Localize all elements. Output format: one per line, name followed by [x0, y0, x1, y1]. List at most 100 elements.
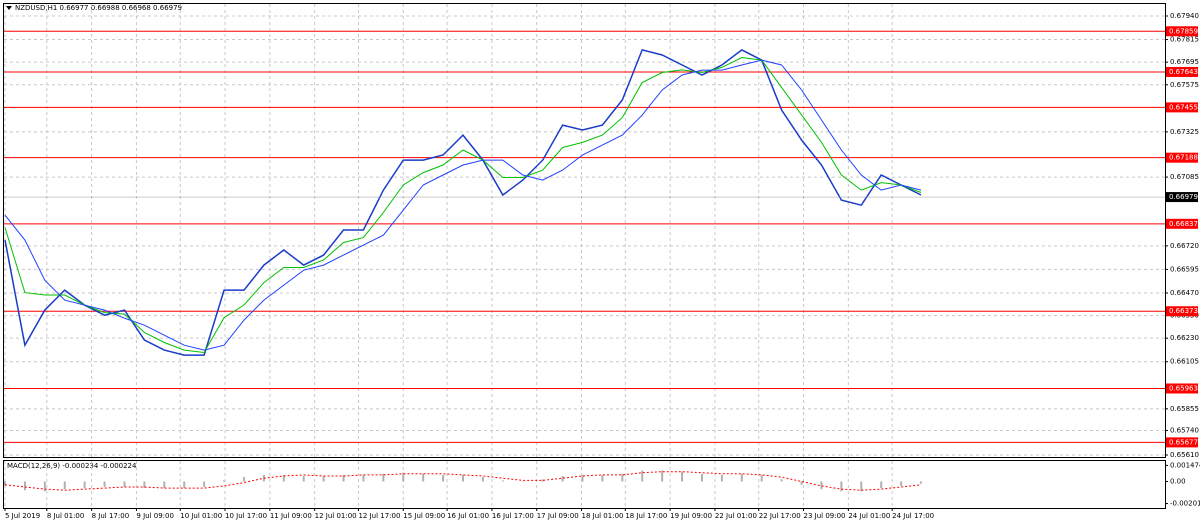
- macd-bar: [621, 473, 624, 482]
- y-tick-label: 0.65740: [1170, 427, 1199, 435]
- macd-bar: [880, 481, 883, 489]
- macd-bar: [601, 474, 604, 482]
- x-tick-label: 15 Jul 09:00: [403, 512, 445, 520]
- macd-bar: [700, 473, 703, 482]
- y-tick-label: 0.66230: [1170, 334, 1199, 342]
- y-tick-label: 0.65610: [1170, 451, 1199, 459]
- macd-bar: [481, 477, 484, 482]
- level-label: 0.67859: [1169, 27, 1198, 35]
- macd-bar: [242, 477, 245, 482]
- macd-bar: [83, 481, 86, 489]
- macd-bar: [23, 481, 26, 491]
- x-tick-label: 9 Jul 09:00: [136, 512, 174, 520]
- macd-bar: [740, 473, 743, 482]
- x-tick-label: 18 Jul 17:00: [625, 512, 667, 520]
- chart-title: NZDUSD,H1 0.66977 0.66988 0.66968 0.6697…: [15, 4, 182, 12]
- macd-bar: [123, 481, 126, 487]
- level-label-box: [1166, 66, 1198, 77]
- macd-bar: [780, 479, 783, 482]
- macd-bar: [581, 474, 584, 482]
- current-price-box: [1166, 192, 1198, 203]
- y-tick-label: 0.66470: [1170, 289, 1199, 297]
- y-tick-label: 0.66105: [1170, 358, 1199, 366]
- x-tick-label: 19 Jul 09:00: [670, 512, 712, 520]
- macd-bar: [183, 481, 186, 489]
- current-price-label: 0.66979: [1169, 193, 1198, 201]
- level-label-box: [1166, 306, 1198, 317]
- macd-bar: [820, 481, 823, 490]
- macd-bar: [143, 481, 146, 489]
- price-frame: [3, 3, 1166, 458]
- x-tick-label: 10 Jul 01:00: [180, 512, 222, 520]
- x-tick-label: 8 Jul 17:00: [92, 512, 130, 520]
- macd-bar: [521, 481, 524, 482]
- macd-bar: [800, 481, 803, 485]
- level-label: 0.65677: [1169, 438, 1198, 446]
- macd-bar: [103, 481, 106, 487]
- x-tick-label: 16 Jul 17:00: [492, 512, 534, 520]
- x-tick-label: 17 Jul 09:00: [537, 512, 579, 520]
- macd-bar: [342, 474, 345, 482]
- macd-bar: [681, 471, 684, 482]
- macd-bar: [203, 481, 206, 487]
- macd-bar: [223, 480, 226, 482]
- macd-bar: [163, 481, 166, 489]
- level-label-box: [1166, 383, 1198, 394]
- macd-bar: [4, 481, 6, 486]
- macd-bar: [501, 480, 504, 482]
- level-label-box: [1166, 437, 1198, 448]
- series-line: [4, 59, 922, 351]
- x-tick-label: 24 Jul 17:00: [892, 512, 934, 520]
- macd-bar: [860, 481, 863, 492]
- macd-bar: [661, 470, 664, 482]
- level-label: 0.67643: [1169, 68, 1198, 76]
- macd-bar: [561, 476, 564, 482]
- macd-y-tick-label: 0.001474: [1170, 461, 1200, 469]
- macd-bar: [442, 474, 445, 482]
- macd-y-tick-label: 0.00: [1170, 477, 1186, 485]
- level-label: 0.67455: [1169, 103, 1198, 111]
- x-tick-label: 22 Jul 01:00: [715, 512, 757, 520]
- macd-title: MACD(12,26,9) -0.000234 -0.000224: [7, 462, 137, 470]
- level-label: 0.66373: [1169, 307, 1198, 315]
- y-tick-label: 0.67695: [1170, 58, 1199, 66]
- macd-bar: [541, 479, 544, 482]
- macd-bar: [422, 473, 425, 482]
- y-tick-label: 0.66595: [1170, 265, 1199, 273]
- y-tick-label: 0.67325: [1170, 128, 1199, 136]
- level-label: 0.66837: [1169, 220, 1198, 228]
- y-tick-label: 0.65855: [1170, 405, 1199, 413]
- macd-bar: [63, 481, 66, 490]
- x-tick-label: 18 Jul 01:00: [582, 512, 624, 520]
- x-tick-label: 8 Jul 01:00: [47, 512, 85, 520]
- macd-bar: [282, 474, 285, 482]
- series-line: [4, 56, 922, 354]
- macd-bar: [641, 470, 644, 482]
- level-label-box: [1166, 102, 1198, 113]
- level-label: 0.67188: [1169, 154, 1198, 162]
- macd-bar: [462, 474, 465, 482]
- x-tick-label: 24 Jul 01:00: [848, 512, 890, 520]
- macd-bar: [720, 474, 723, 482]
- menu-icon[interactable]: [6, 6, 12, 10]
- x-tick-label: 10 Jul 17:00: [225, 512, 267, 520]
- macd-frame: [3, 460, 1166, 509]
- macd-bar: [302, 476, 305, 482]
- level-label-box: [1166, 218, 1198, 229]
- level-label-box: [1166, 26, 1198, 37]
- macd-bar: [43, 481, 46, 492]
- y-tick-label: 0.67815: [1170, 36, 1199, 44]
- macd-bar: [920, 481, 923, 484]
- macd-bar: [402, 472, 405, 482]
- level-label: 0.65963: [1169, 384, 1198, 392]
- series-line: [4, 49, 922, 356]
- x-tick-label: 23 Jul 09:00: [804, 512, 846, 520]
- x-tick-label: 22 Jul 17:00: [759, 512, 801, 520]
- x-tick-label: 5 Jul 2019: [5, 512, 40, 520]
- x-tick-label: 11 Jul 09:00: [270, 512, 312, 520]
- level-label-box: [1166, 152, 1198, 163]
- macd-bar: [322, 476, 325, 482]
- x-tick-label: 12 Jul 17:00: [358, 512, 400, 520]
